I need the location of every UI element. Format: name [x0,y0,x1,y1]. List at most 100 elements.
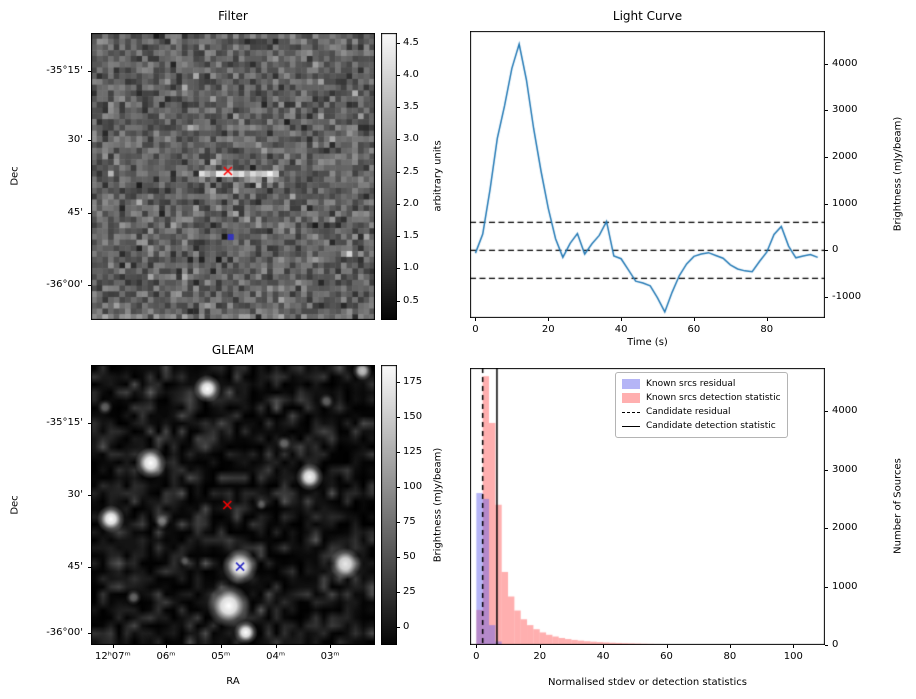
colorbar-tick-label: 75 [403,515,416,527]
tick-mark [88,284,91,286]
tick-mark [766,318,768,321]
tick-mark [397,591,400,593]
y-tick-label: 45' [67,206,83,218]
colorbar-tick-label: 50 [403,550,416,562]
tick-mark [397,203,400,205]
y-tick-label: 2000 [832,151,858,162]
tick-mark [693,318,695,321]
colorbar-tick-label: 2.5 [403,165,419,177]
x-tick-label: 20 [541,324,555,335]
y-tick-label: 4000 [832,57,858,69]
y-tick-label: -1000 [832,291,862,302]
histogram-ylabel: Number of Sources [892,458,904,554]
y-tick-label: -36°00' [46,626,83,638]
x-tick-label: 40 [596,651,610,662]
y-tick-label: 3000 [832,463,858,475]
legend-item: Candidate residual [622,406,781,418]
x-tick-label: 20 [533,651,547,662]
tick-mark [88,70,91,72]
tick-mark [397,486,400,488]
tick-mark [825,586,828,588]
tick-mark [825,157,828,158]
y-tick-label: -35°15' [46,416,83,428]
x-tick-label: 06ᵐ [156,651,176,662]
x-tick-label: 100 [783,651,803,662]
tick-mark [88,140,91,142]
tick-mark [397,268,400,270]
colorbar-tick-label: 125 [403,445,423,457]
x-tick-label: 04ᵐ [266,651,286,662]
tick-mark [330,645,332,648]
y-tick-label: 4000 [832,405,858,417]
x-tick-label: 03ᵐ [320,651,340,662]
tick-mark [666,645,668,648]
tick-mark [825,528,828,530]
tick-mark [793,645,795,648]
gleam-title: GLEAM [211,343,255,357]
dashed-line-swatch [622,411,640,413]
histogram-xlabel: Normalised stdev or detection statistics [548,677,747,688]
tick-mark [165,645,167,648]
y-tick-label: 1000 [832,580,858,592]
tick-mark [476,645,478,648]
y-tick-label: 2000 [832,522,858,534]
y-tick-label: -35°15' [46,64,83,76]
tick-mark [88,566,91,568]
x-tick-label: 60 [687,324,701,335]
tick-mark [112,645,114,648]
tick-mark [825,250,828,252]
colorbar-tick-label: 100 [403,480,423,492]
colorbar-tick-label: 3.5 [403,101,419,113]
y-tick-label: 45' [67,560,83,572]
light-curve-plot [470,31,825,318]
tick-mark [397,521,400,523]
tick-mark [825,469,828,471]
tick-mark [825,645,828,646]
tick-mark [397,451,400,453]
legend-item-label: Candidate detection statistic [646,421,776,431]
legend: Known srcs residual Known srcs detection … [615,372,788,438]
tick-mark [397,236,400,238]
colorbar-tick-label: 175 [403,375,423,387]
tick-mark [825,63,828,65]
tick-mark [88,212,91,214]
light-curve-ylabel: Brightness (mJy/beam) [892,116,904,232]
tick-mark [88,422,91,424]
y-tick-label: 30' [67,134,83,146]
x-tick-label: 60 [660,651,673,662]
gleam-ylabel: Dec [9,495,21,515]
tick-mark [397,74,400,76]
tick-mark [603,645,605,648]
colorbar-tick-label: 0.5 [403,294,419,306]
tick-mark [621,318,623,321]
tick-mark [397,626,400,628]
legend-item-label: Candidate residual [646,407,731,417]
filter-ylabel: Dec [9,166,21,186]
tick-mark [729,645,731,648]
gleam-colorbar-label: Brightness (mJy/beam) [432,447,444,563]
y-tick-label: 0 [832,639,839,650]
patch-pink-swatch [622,393,640,403]
tick-mark [825,297,828,298]
tick-mark [475,318,477,321]
legend-item: Known srcs residual [622,378,781,390]
tick-mark [548,318,550,321]
x-tick-label: 80 [723,651,737,662]
patch-blue-swatch [622,379,640,389]
filter-title: Filter [218,9,248,23]
gleam-colorbar [381,365,397,645]
tick-mark [220,645,222,648]
tick-mark [397,139,400,141]
legend-item-label: Known srcs residual [646,379,736,389]
filter-colorbar-label: arbitrary units [432,140,444,212]
colorbar-tick-label: 2.0 [403,197,419,209]
tick-mark [397,416,400,418]
tick-mark [397,171,400,173]
tick-mark [825,110,828,112]
x-tick-label: 0 [473,651,480,662]
tick-mark [397,42,400,44]
light-curve-title: Light Curve [612,9,683,23]
tick-mark [825,203,828,205]
y-tick-label: 30' [67,488,83,500]
